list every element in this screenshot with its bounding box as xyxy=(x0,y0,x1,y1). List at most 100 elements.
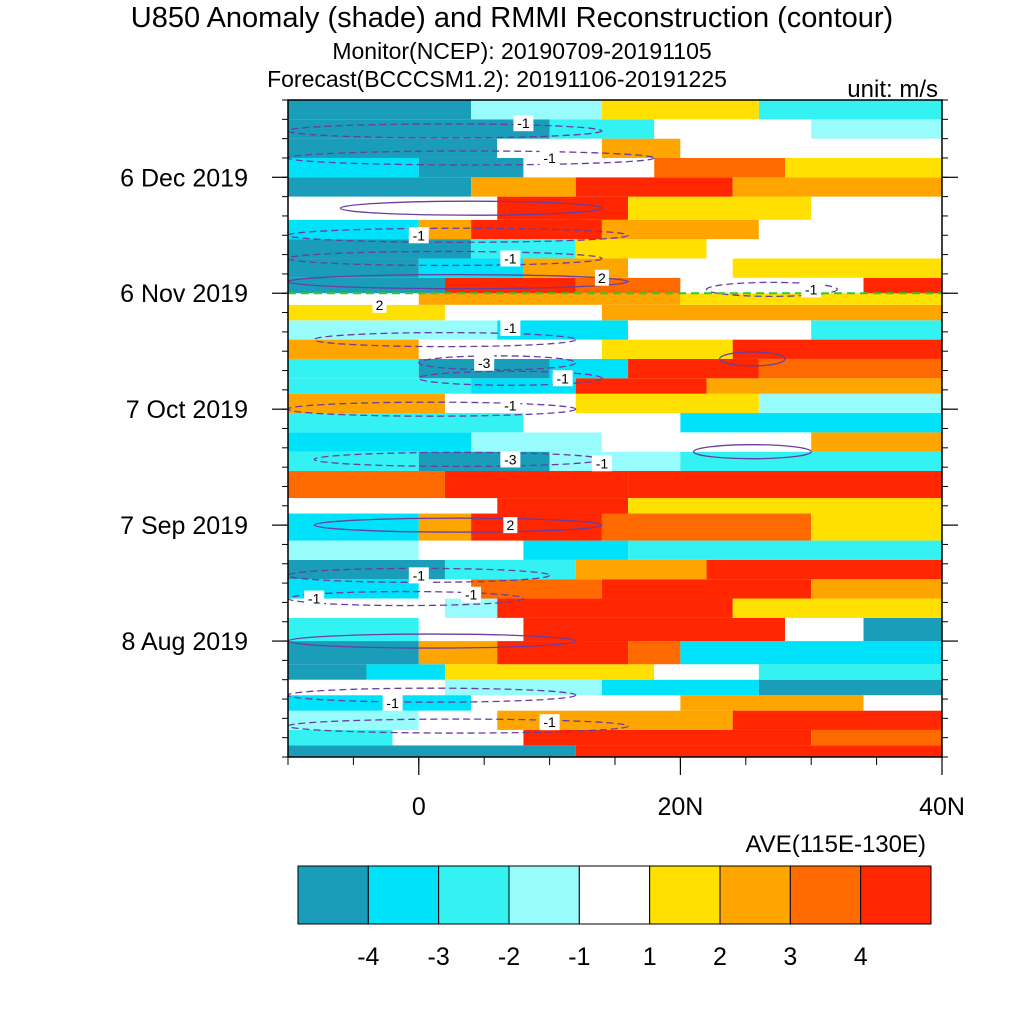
shade-cell xyxy=(758,219,942,240)
shade-cell xyxy=(288,598,445,618)
shade-cell xyxy=(811,320,942,340)
shade-cell xyxy=(732,177,942,197)
shade-cell xyxy=(680,413,942,433)
shade-cell xyxy=(288,138,498,158)
shade-cell xyxy=(575,239,707,259)
contour-label: -1 xyxy=(596,455,609,471)
chart-title: U850 Anomaly (shade) and RMMI Reconstruc… xyxy=(130,2,894,34)
shade-cell xyxy=(418,579,472,599)
shade-cell xyxy=(628,641,681,665)
shade-cell xyxy=(418,258,524,278)
contour-label-bg xyxy=(591,455,612,472)
colorbar-swatch xyxy=(438,865,510,925)
shade-cell xyxy=(497,138,602,158)
x-axis: 0 20N 40N xyxy=(287,757,965,821)
contour-label: -3 xyxy=(504,451,517,467)
shade-cell xyxy=(444,664,655,680)
shade-cell xyxy=(863,277,942,294)
shade-cell xyxy=(288,177,472,197)
contour-label-bg xyxy=(594,269,609,286)
shade-cell xyxy=(811,432,942,452)
shade-cell xyxy=(601,579,812,599)
contour-label: -1 xyxy=(386,695,399,711)
shade-cell xyxy=(811,196,942,220)
y-tick-label: 8 Aug 2019 xyxy=(121,628,248,656)
colorbar-swatch xyxy=(297,865,369,925)
contour-line xyxy=(418,355,577,371)
contour-label: -1 xyxy=(805,281,818,297)
contour-label: -1 xyxy=(543,714,556,730)
shade-cell xyxy=(288,641,419,665)
colorbar-label: 4 xyxy=(854,943,868,971)
contour-label: -1 xyxy=(543,150,556,166)
shade-cell xyxy=(497,196,629,220)
shade-cell xyxy=(288,679,445,696)
colorbar-label: -3 xyxy=(428,943,450,971)
contour-label-bg xyxy=(801,281,822,298)
shade-cell xyxy=(471,177,576,197)
contour-line xyxy=(288,150,655,166)
shade-cell xyxy=(444,559,576,580)
shade-cell xyxy=(288,695,472,711)
shade-cell xyxy=(575,559,707,580)
shade-cell xyxy=(628,471,942,499)
shade-cell xyxy=(523,540,629,560)
shade-cell xyxy=(418,451,550,472)
contour-label-bg xyxy=(408,227,429,244)
contour-line xyxy=(288,273,629,290)
forecast-subtitle: Forecast(BCCCSM1.2): 20191106-20191225 xyxy=(267,66,727,92)
shade-cell xyxy=(601,219,759,240)
shade-cell xyxy=(785,157,942,178)
contour-label: -1 xyxy=(465,587,478,603)
contour-label: -1 xyxy=(556,370,569,386)
shade-cell xyxy=(758,679,942,696)
shade-cell xyxy=(288,339,419,359)
shade-cell xyxy=(601,304,942,321)
shade-cell xyxy=(471,579,602,599)
shade-cell xyxy=(418,710,498,730)
contour-line xyxy=(288,687,577,703)
y-tick-label: 7 Oct 2019 xyxy=(126,396,248,424)
shade-cell xyxy=(418,540,524,560)
contour-line xyxy=(288,633,577,649)
contour-label: -3 xyxy=(478,355,491,371)
contour-label: -1 xyxy=(517,115,530,131)
contour-label-bg xyxy=(513,115,534,132)
contour-label-bg xyxy=(408,567,429,584)
x-tick-label: 20N xyxy=(657,793,703,821)
shade-cell xyxy=(288,277,445,294)
shade-cell xyxy=(732,258,942,278)
shade-cell xyxy=(601,138,681,158)
shade-cell xyxy=(288,513,419,541)
shade-cell xyxy=(706,378,942,394)
contour-label: 2 xyxy=(506,517,514,533)
shade-cell xyxy=(471,100,602,120)
contour-label: -1 xyxy=(413,567,426,583)
shade-cell xyxy=(288,304,445,321)
shade-cell xyxy=(444,679,602,696)
contour-label: -1 xyxy=(504,320,517,336)
contour-label: -1 xyxy=(504,250,517,266)
colorbar-swatch xyxy=(649,865,721,925)
shade-cell xyxy=(444,277,576,294)
shade-cell xyxy=(288,157,419,178)
monitor-subtitle: Monitor(NCEP): 20190709-20191105 xyxy=(332,38,712,64)
shade-cell xyxy=(863,695,942,711)
shade-cell xyxy=(628,258,733,278)
colorbar-label: -1 xyxy=(568,943,590,971)
shade-cell xyxy=(288,664,367,680)
colorbar-label: -4 xyxy=(357,943,379,971)
shade-cell xyxy=(288,100,472,120)
shade-cell xyxy=(288,358,419,379)
shade-cell xyxy=(418,339,602,359)
shade-cell xyxy=(497,641,629,665)
y-tick-label: 6 Nov 2019 xyxy=(120,280,248,308)
contour-label-bg xyxy=(372,296,387,313)
shade-cell xyxy=(654,119,812,139)
contour-label-bg xyxy=(552,370,573,387)
contour-layer xyxy=(288,123,839,734)
shade-cell xyxy=(628,540,942,560)
shade-cell xyxy=(680,641,942,665)
shade-cell xyxy=(601,339,733,359)
